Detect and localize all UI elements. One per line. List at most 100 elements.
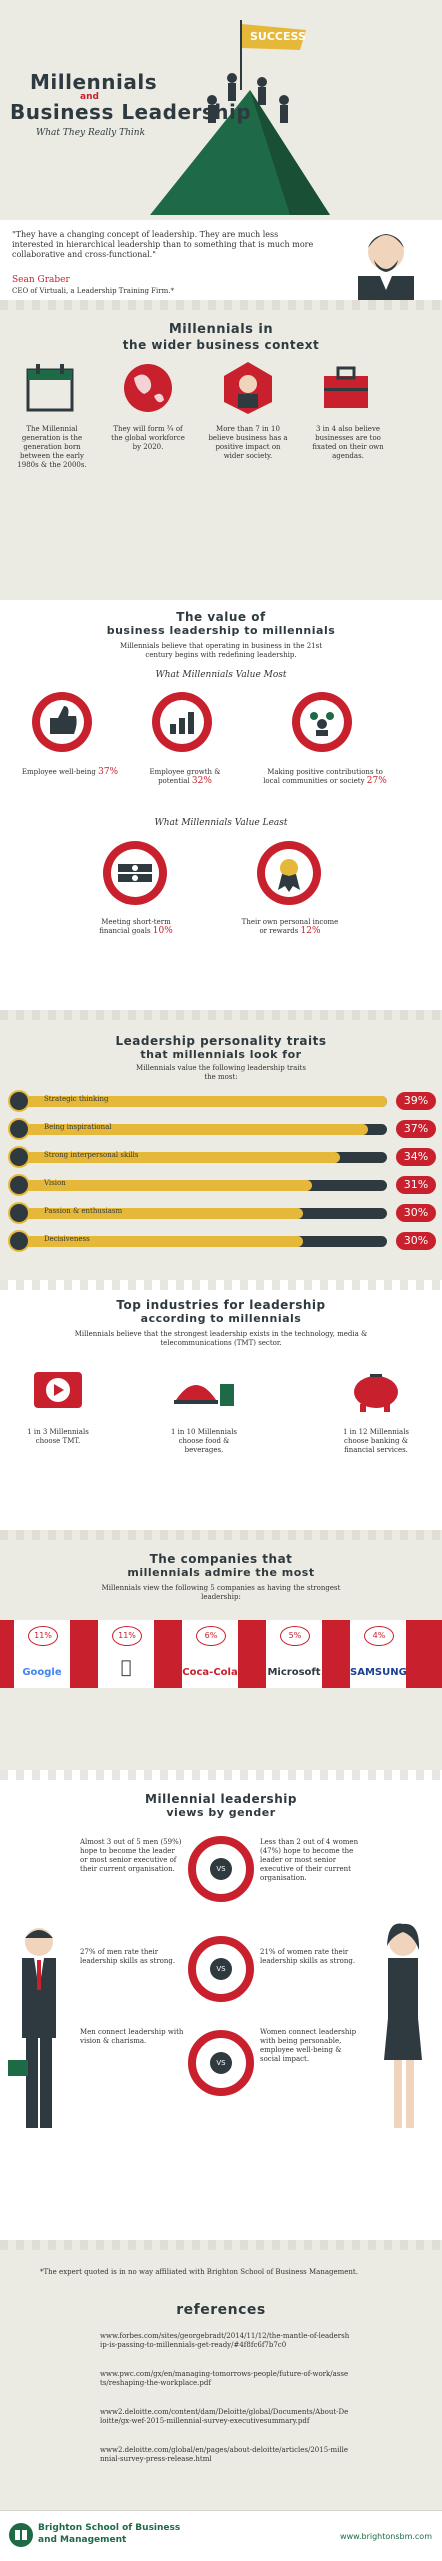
trait-bar-fill: Strategic thinking xyxy=(22,1095,387,1107)
trait-bar-track: Passion & enthusiasm xyxy=(22,1207,387,1219)
company-card: 6% Coca-Cola xyxy=(182,1620,238,1688)
trait-icon xyxy=(8,1202,30,1224)
company-percent: 11% xyxy=(28,1626,58,1646)
quote-section: "They have a changing concept of leaders… xyxy=(0,220,442,300)
value-most-1: Employee well-being 37% xyxy=(10,768,130,777)
trait-label: Strong interpersonal skills xyxy=(44,1151,139,1159)
food-beverage-icon xyxy=(174,1384,234,1406)
value-most-3: Making positive contributions to local c… xyxy=(260,768,390,786)
value-most-2: Employee growth & potential 32% xyxy=(140,768,230,786)
community-icon xyxy=(292,692,352,752)
industries-title-line1: Top industries for leadership xyxy=(116,1298,326,1312)
trait-bar-fill: Being inspirational xyxy=(22,1123,369,1135)
reference-2: www.pwc.com/gx/en/managing-tomorrows-peo… xyxy=(100,2370,349,2387)
money-icon xyxy=(103,841,167,905)
trait-bar-track: Strategic thinking xyxy=(22,1095,387,1107)
value-least-1: Meeting short-term financial goals 10% xyxy=(86,918,186,936)
company-card: 11% Google xyxy=(14,1620,70,1688)
footer-disclaimer: *The expert quoted is in no way affiliat… xyxy=(40,2268,358,2276)
trait-row: Decisiveness 30% xyxy=(0,1230,442,1252)
trait-icon xyxy=(8,1174,30,1196)
companies-intro: Millennials view the following 5 compani… xyxy=(101,1584,341,1601)
trait-bar-fill: Decisiveness xyxy=(22,1235,303,1247)
trait-icon xyxy=(8,1230,30,1252)
industries-title-line2: according to millennials xyxy=(140,1312,302,1325)
context-title-line1: Millennials in xyxy=(168,322,274,337)
companies-list: 11% Google 11%  6% Coca-Cola 5% Microsoft 4% SAM… xyxy=(0,1620,442,1688)
calendar-icon xyxy=(26,364,74,412)
value-least-title: What Millennials Value Least xyxy=(154,818,288,828)
trait-bar-track: Decisiveness xyxy=(22,1235,387,1247)
hero-title-line1: Millennials xyxy=(30,70,158,94)
trait-label: Being inspirational xyxy=(44,1123,112,1131)
gender-title-line1: Millennial leadership xyxy=(145,1792,297,1806)
value-most-1-label: Employee well-being xyxy=(21,768,96,776)
value-most-1-pct: 37% xyxy=(98,767,119,777)
value-section: The value of business leadership to mill… xyxy=(0,600,442,1010)
vs-label-3: VS xyxy=(210,2052,232,2074)
company-percent: 6% xyxy=(196,1626,226,1646)
value-most-2-pct: 32% xyxy=(191,776,212,786)
company-card: 5% Microsoft xyxy=(266,1620,322,1688)
value-title-line1: The value of xyxy=(176,610,266,624)
trait-label: Strategic thinking xyxy=(44,1095,109,1103)
vs-ring-1: VS xyxy=(188,1836,254,1902)
trait-bar-fill: Vision xyxy=(22,1179,313,1191)
society-person-icon xyxy=(224,362,272,414)
reference-4: www2.deloitte.com/global/en/pages/about-… xyxy=(100,2446,349,2463)
trait-percent: 30% xyxy=(396,1232,436,1250)
company-percent: 4% xyxy=(364,1626,394,1646)
trait-bar-fill: Passion & enthusiasm xyxy=(22,1207,303,1219)
men-stat-1: Almost 3 out of 5 men (59%) hope to beco… xyxy=(80,1838,182,1873)
industry-item-3: 1 in 12 Millennials choose banking & fin… xyxy=(342,1428,410,1454)
industry-item-1: 1 in 3 Millennials choose TMT. xyxy=(27,1428,89,1445)
mountain-illustration xyxy=(150,20,330,215)
trait-percent: 39% xyxy=(396,1092,436,1110)
briefcase-icon xyxy=(324,366,368,408)
hero-title-line2: Business Leadership xyxy=(10,100,252,124)
vs-label-2: VS xyxy=(210,1958,232,1980)
trait-bar-fill: Strong interpersonal skills xyxy=(22,1151,341,1163)
success-flag-text: SUCCESS xyxy=(250,30,306,43)
value-title-line2: business leadership to millennials xyxy=(106,624,336,637)
vs-label-1: VS xyxy=(210,1858,232,1880)
vs-ring-3: VS xyxy=(188,2030,254,2096)
context-item-1: The Millennial generation is the generat… xyxy=(17,425,87,469)
trait-percent: 30% xyxy=(396,1204,436,1222)
apple-logo-icon:  xyxy=(98,1657,154,1678)
context-item-3: More than 7 in 10 believe business has a… xyxy=(208,425,288,460)
award-ribbon-icon xyxy=(257,841,321,905)
industry-item-2: 1 in 10 Millennials choose food & bevera… xyxy=(170,1428,238,1454)
piggy-bank-icon xyxy=(354,1374,398,1412)
company-logo: Coca-Cola xyxy=(182,1667,238,1678)
trait-row: Strong interpersonal skills 34% xyxy=(0,1146,442,1168)
men-stat-2: 27% of men rate their leadership skills … xyxy=(80,1948,176,1965)
quote-text: "They have a changing concept of leaders… xyxy=(12,230,314,259)
value-least-1-label: Meeting short-term financial goals xyxy=(99,918,171,935)
trait-row: Passion & enthusiasm 30% xyxy=(0,1202,442,1224)
vs-ring-2: VS xyxy=(188,1936,254,2002)
value-most-3-label: Making positive contributions to local c… xyxy=(263,768,383,785)
thumbs-up-icon xyxy=(32,692,92,752)
trait-bar-track: Strong interpersonal skills xyxy=(22,1151,387,1163)
value-least-2: Their own personal income or rewards 12% xyxy=(240,918,340,936)
value-most-3-pct: 27% xyxy=(366,776,387,786)
value-intro: Millennials believe that operating in bu… xyxy=(119,642,323,659)
traits-intro: Millennials value the following leadersh… xyxy=(136,1064,306,1081)
company-logo: Google xyxy=(22,1667,62,1678)
context-item-2: They will form ¾ of the global workforce… xyxy=(111,425,185,451)
companies-title-line2: millennials admire the most xyxy=(127,1566,315,1579)
references-title: references xyxy=(176,2302,266,2318)
trait-row: Vision 31% xyxy=(0,1174,442,1196)
quote-role: CEO of Virtuali, a Leadership Training F… xyxy=(12,287,174,295)
trait-label: Passion & enthusiasm xyxy=(44,1207,123,1215)
website-link[interactable]: www.brightonsbm.com xyxy=(340,2532,432,2541)
company-logo: Microsoft xyxy=(267,1667,321,1678)
trait-icon xyxy=(8,1090,30,1112)
trait-bar-track: Being inspirational xyxy=(22,1123,387,1135)
value-least-2-label: Their own personal income or rewards xyxy=(241,918,339,935)
value-most-2-label: Employee growth & potential xyxy=(149,768,221,785)
footer-section: *The expert quoted is in no way affiliat… xyxy=(0,2240,442,2561)
companies-title-line1: The companies that xyxy=(149,1552,293,1566)
context-section: Millennials in the wider business contex… xyxy=(0,300,442,600)
